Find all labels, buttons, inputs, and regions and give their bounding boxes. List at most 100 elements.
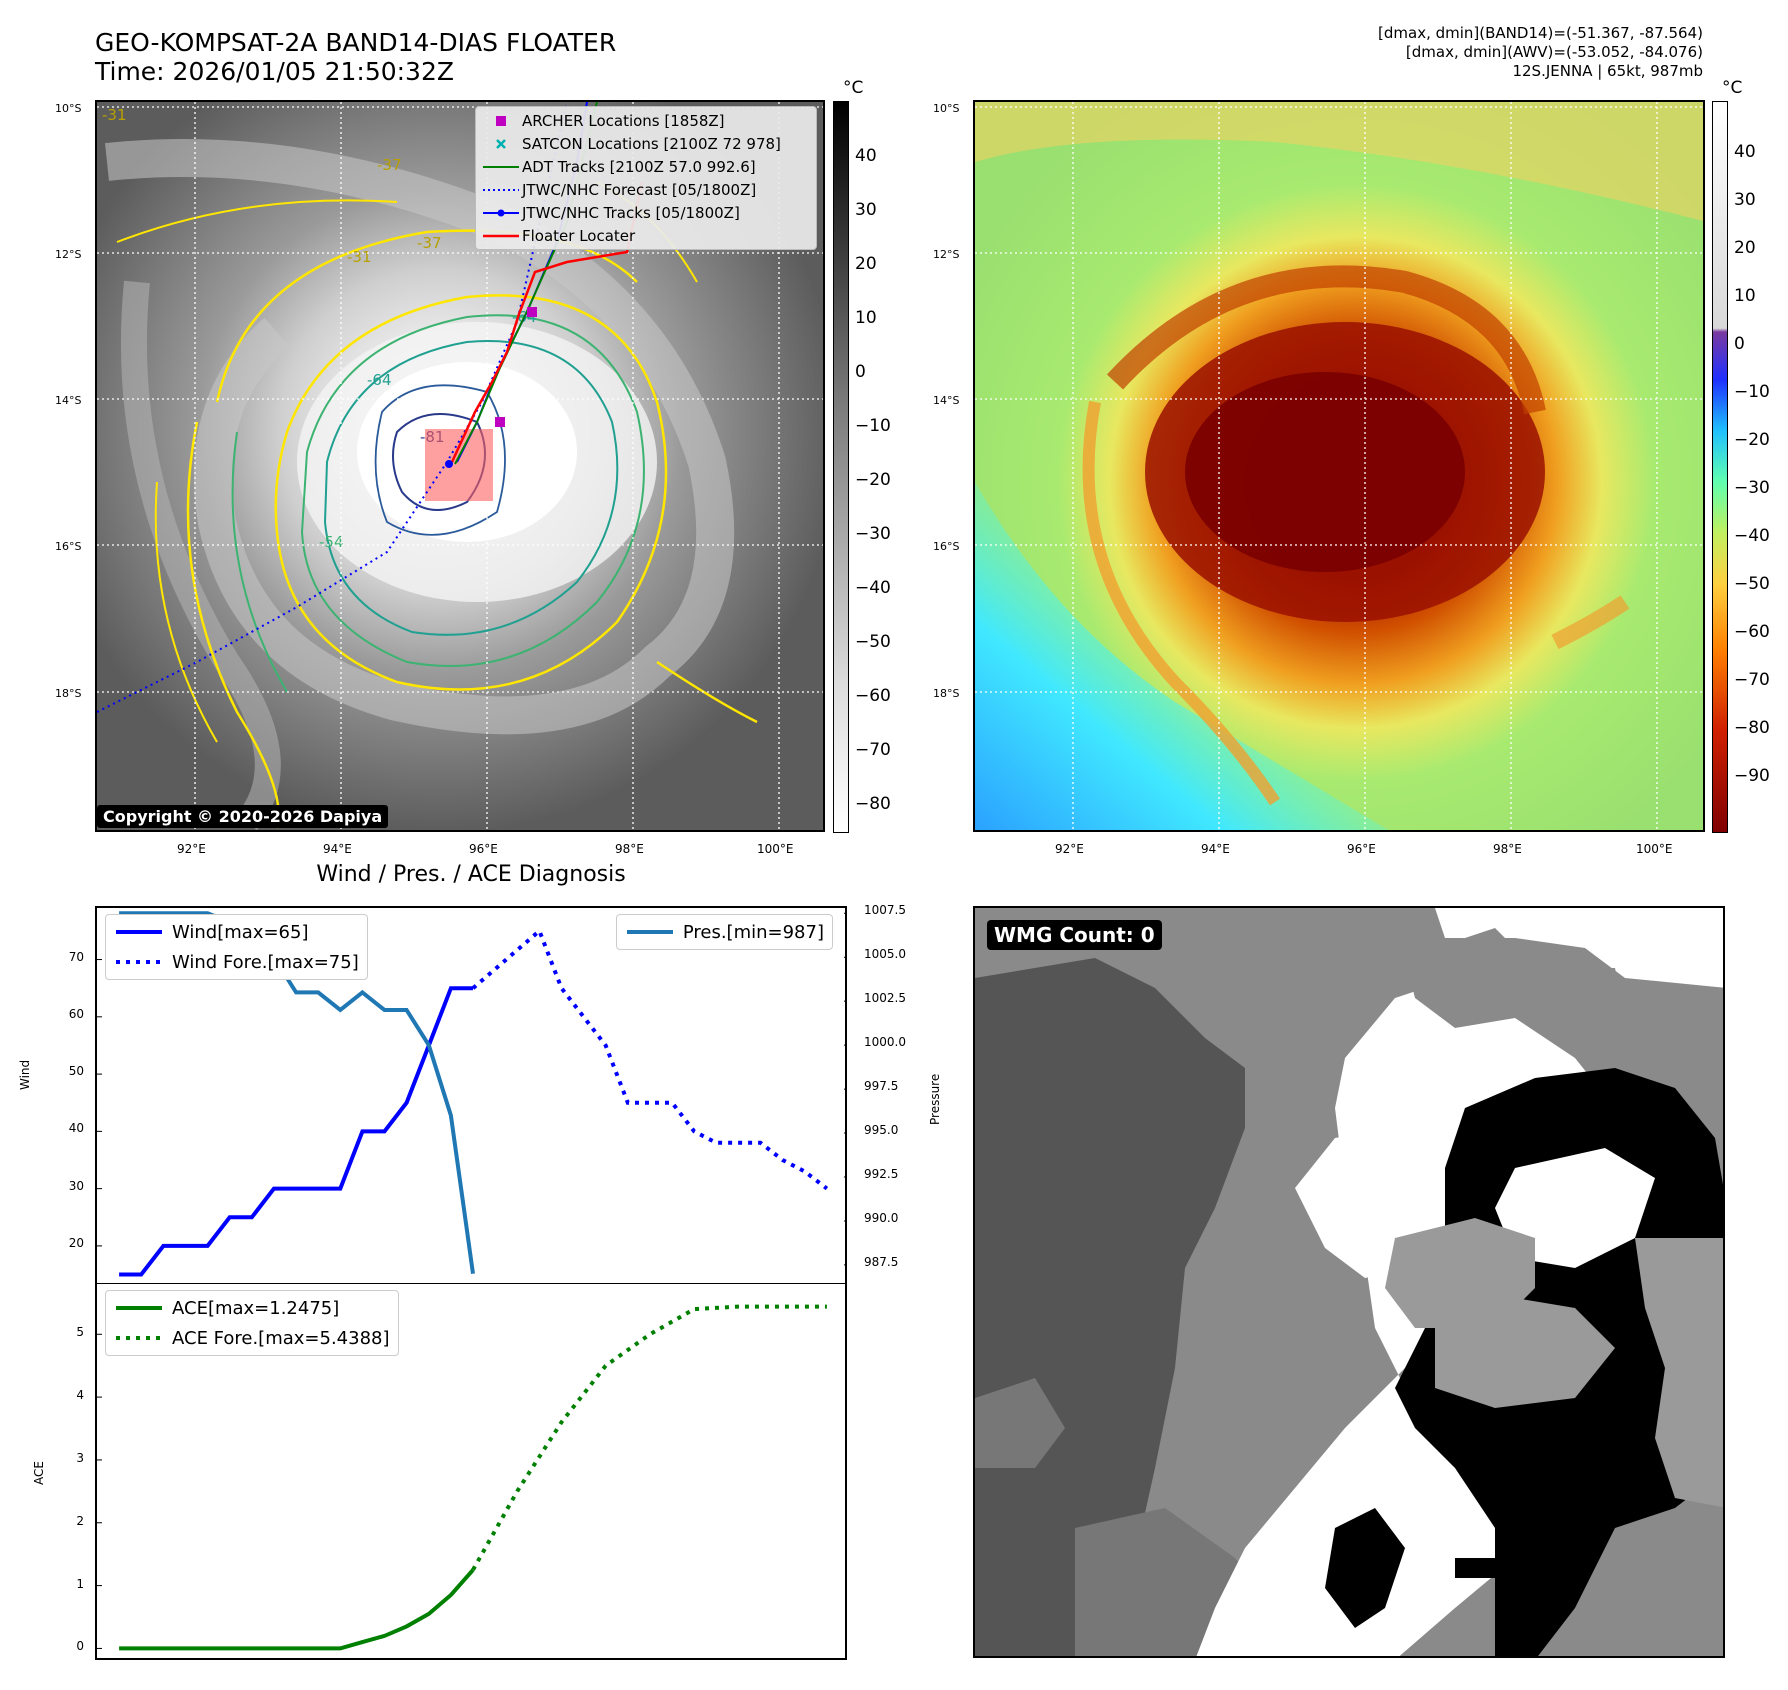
axis-tick-label: 1007.5 [864, 903, 906, 918]
contour-label: -37 [417, 234, 442, 252]
wmg-count-badge: WMG Count: 0 [987, 920, 1162, 950]
awv-map-panel[interactable] [973, 100, 1705, 832]
legend-item-wind-forecast: Wind Fore.[max=75] [114, 947, 359, 977]
colorbar-tick: 30 [1734, 190, 1756, 210]
wind-axis-label: Wind [18, 1059, 32, 1090]
axis-tick-label: 995.0 [864, 1123, 899, 1138]
axis-tick-label: 1002.5 [864, 991, 906, 1006]
diagnosis-title: Wind / Pres. / ACE Diagnosis [316, 862, 626, 887]
floater-locater-track [450, 181, 644, 463]
legend-item-ace: ACE[max=1.2475] [114, 1293, 390, 1323]
series-line-2 [119, 911, 475, 1274]
legend-label: Wind[max=65] [172, 921, 309, 943]
copyright-badge: Copyright © 2020-2026 Dapiya [97, 805, 389, 828]
colorbar-tick: −50 [855, 632, 891, 652]
axis-tick-label: 2 [76, 1513, 84, 1528]
wind-axis-ticks: 70 60 50 40 30 20 [40, 906, 90, 1284]
legend-item-archer: ARCHER Locations [1858Z] [480, 109, 812, 132]
square-marker-icon [480, 115, 522, 127]
colorbar-tick: −20 [855, 470, 891, 490]
colorbar-tick: −80 [855, 794, 891, 814]
legend-label: Floater Locater [522, 226, 636, 245]
axis-tick-label: 5 [76, 1325, 84, 1340]
awv-range: [dmax, dmin](AWV)=(-53.052, -84.076) [1405, 43, 1703, 61]
lat-label: 12°S [933, 248, 960, 261]
axis-tick-label: 3 [76, 1450, 84, 1465]
pressure-axis-label: Pressure [928, 1073, 942, 1125]
jtwc-track-point [445, 460, 453, 468]
title-line-2: Time: 2026/01/05 21:50:32Z [95, 57, 454, 86]
colorbar-tick: −60 [1734, 622, 1770, 642]
ir-map-panel[interactable]: -81 -64 -64 -54 -37 -31 -37 -31 [95, 100, 825, 832]
legend-item-jtwc: JTWC/NHC Tracks [05/1800Z] [480, 201, 812, 224]
colorbar-unit: °C [1722, 78, 1743, 98]
legend-item-floater: Floater Locater [480, 224, 812, 247]
wind-pressure-chart: Wind[max=65] Wind Fore.[max=75] Pres.[mi… [95, 906, 847, 1284]
line-icon [116, 930, 162, 934]
legend-item-ace-forecast: ACE Fore.[max=5.4388] [114, 1323, 390, 1353]
colorbar-tick: −30 [1734, 478, 1770, 498]
legend-item-adt: ADT Tracks [2100Z 57.0 992.6] [480, 155, 812, 178]
axis-tick-label: 1000.0 [864, 1035, 906, 1050]
legend-item-forecast: JTWC/NHC Forecast [05/1800Z] [480, 178, 812, 201]
awv-colorbar [1712, 101, 1728, 833]
contour-label: -54 [319, 533, 344, 551]
axis-tick-label: 60 [68, 1006, 84, 1021]
axis-tick-label: 30 [68, 1178, 84, 1193]
line-icon [480, 164, 522, 170]
axis-tick-label: 40 [68, 1121, 84, 1136]
pressure-axis-ticks: 1007.5 1005.0 1002.5 1000.0 997.5 995.0 992.5 9… [856, 903, 926, 1284]
contour-label: -31 [102, 106, 127, 124]
lat-label: 16°S [933, 540, 960, 553]
wmg-panel[interactable]: WMG Count: 0 [973, 906, 1725, 1658]
axis-tick-label: 987.5 [864, 1254, 899, 1269]
colorbar-tick: −40 [1734, 526, 1770, 546]
lat-label: 18°S [55, 687, 82, 700]
legend-item-satcon: SATCON Locations [2100Z 72 978] [480, 132, 812, 155]
archer-marker [527, 307, 537, 317]
contour-label: -31 [347, 248, 372, 266]
legend-item-wind: Wind[max=65] [114, 917, 359, 947]
title-line-1: GEO-KOMPSAT-2A BAND14-DIAS FLOATER [95, 28, 617, 57]
colorbar-tick: 20 [855, 254, 877, 274]
stats-header: [dmax, dmin](BAND14)=(-51.367, -87.564) … [1378, 24, 1703, 81]
axis-tick-label: 997.5 [864, 1079, 899, 1094]
floater-box [425, 429, 493, 501]
colorbar-tick: 40 [855, 146, 877, 166]
dotted-line-icon [116, 960, 162, 964]
axis-tick-label: 4 [76, 1388, 84, 1403]
colorbar-tick: 10 [855, 308, 877, 328]
dotted-line-icon [116, 1336, 162, 1340]
figure-title: GEO-KOMPSAT-2A BAND14-DIAS FLOATER Time:… [95, 28, 616, 86]
wind-pressure-plot [97, 911, 845, 1277]
colorbar-tick: −10 [1734, 382, 1770, 402]
colorbar-tick: −90 [1734, 766, 1770, 786]
lon-label: 100°E [1636, 842, 1673, 856]
colorbar-tick: −70 [1734, 670, 1770, 690]
colorbar-tick: −30 [855, 524, 891, 544]
colorbar-tick: 40 [1734, 142, 1756, 162]
lon-label: 94°E [1201, 842, 1230, 856]
lat-label: 16°S [55, 540, 82, 553]
legend-label: JTWC/NHC Tracks [05/1800Z] [522, 203, 740, 222]
colorbar-tick: −80 [1734, 718, 1770, 738]
storm-info: 12S.JENNA | 65kt, 987mb [1512, 62, 1703, 80]
colorbar-tick: 20 [1734, 238, 1756, 258]
legend-item-pressure: Pres.[min=987] [625, 917, 824, 947]
x-marker-icon [480, 138, 522, 150]
legend-label: Wind Fore.[max=75] [172, 951, 359, 973]
colorbar-unit: °C [843, 78, 864, 98]
legend-label: ADT Tracks [2100Z 57.0 992.6] [522, 157, 756, 176]
ace-plot [97, 1304, 827, 1651]
legend-label: SATCON Locations [2100Z 72 978] [522, 134, 781, 153]
band14-range: [dmax, dmin](BAND14)=(-51.367, -87.564) [1378, 24, 1703, 42]
colorbar-tick: −40 [855, 578, 891, 598]
axis-tick-label: 1 [76, 1576, 84, 1591]
lat-label: 14°S [933, 394, 960, 407]
awv-map-image [975, 102, 1703, 830]
lon-label: 96°E [469, 842, 498, 856]
line-icon [480, 233, 522, 239]
line-icon [116, 1306, 162, 1310]
map-gridlines [975, 102, 1703, 830]
lon-label: 100°E [757, 842, 794, 856]
